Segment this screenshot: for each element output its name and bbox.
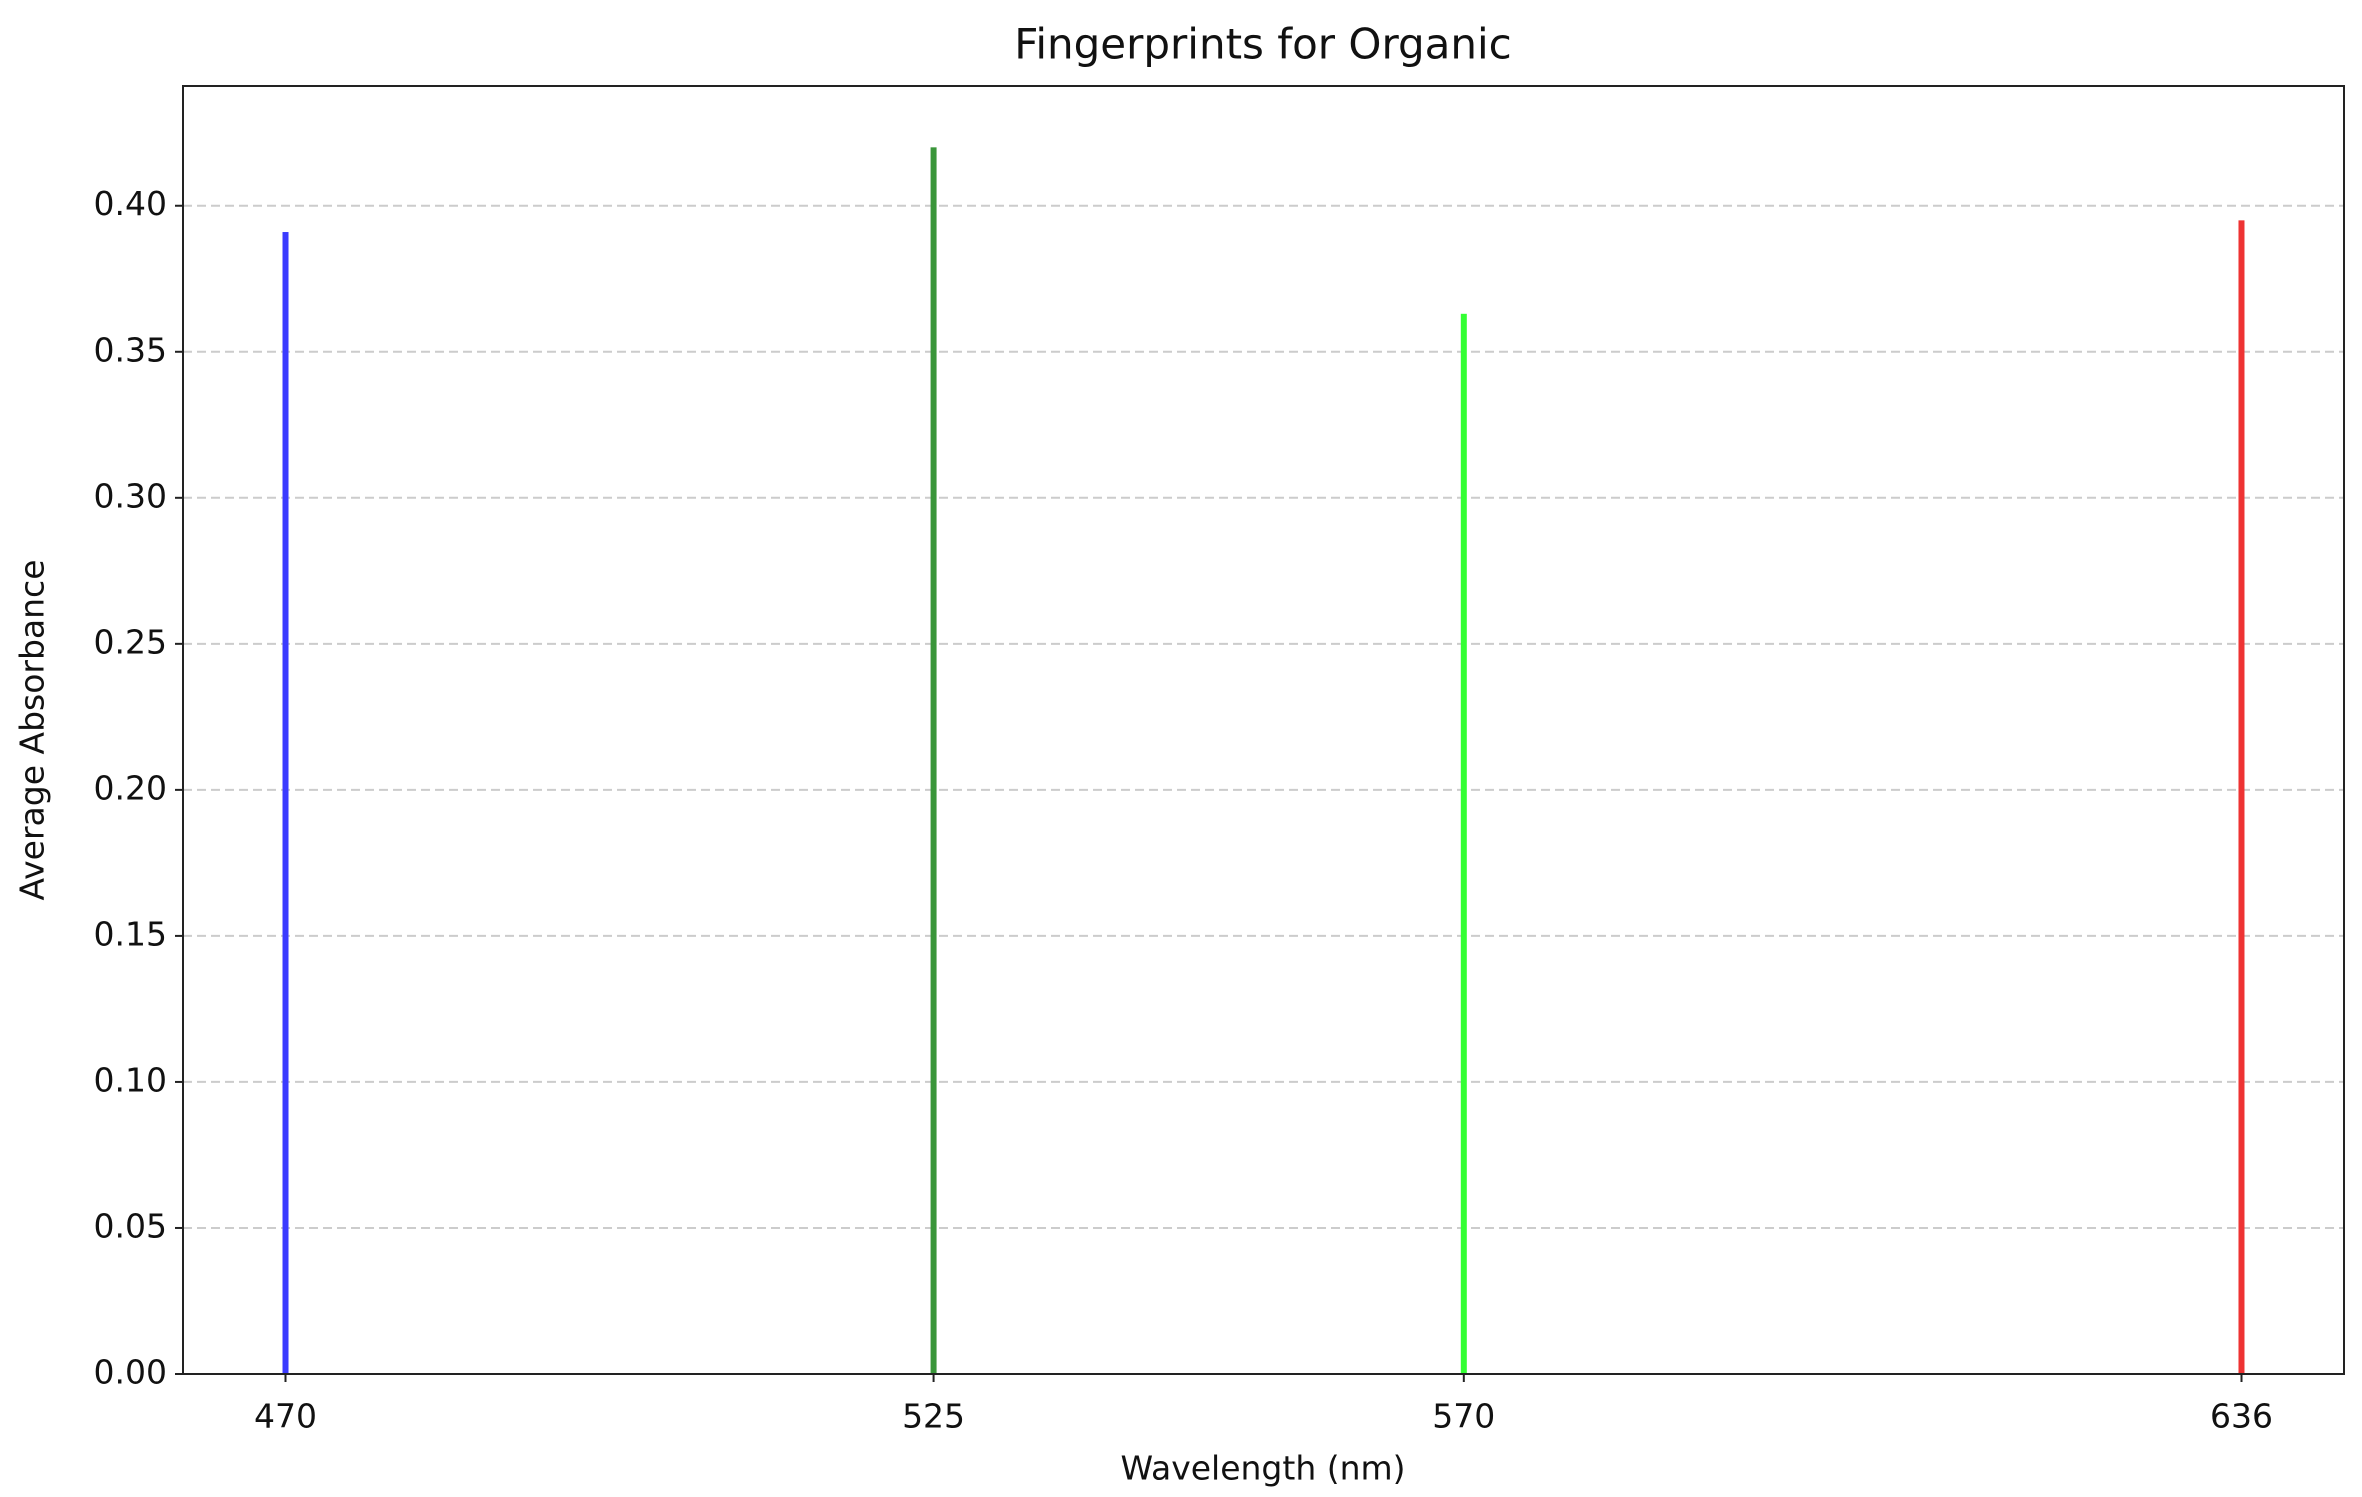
y-tick-label: 0.10 [94,1060,167,1099]
chart-title: Fingerprints for Organic [1014,20,1512,69]
y-tick-label: 0.30 [94,476,167,515]
y-tick-label: 0.20 [94,768,167,807]
y-tick-label: 0.15 [94,914,167,953]
plot-frame [182,85,2345,1375]
y-tick-label: 0.35 [94,330,167,369]
x-tick-label: 525 [902,1397,965,1436]
y-tick-label: 0.40 [94,184,167,223]
bar [282,232,289,1375]
x-tick-label: 470 [254,1397,317,1436]
y-tick-label: 0.05 [94,1206,167,1245]
y-tick-label: 0.25 [94,622,167,661]
y-axis-label: Average Absorbance [13,559,52,900]
x-axis-label: Wavelength (nm) [1120,1449,1405,1488]
bar [930,147,937,1374]
x-tick-label: 636 [2210,1397,2273,1436]
y-tick-label: 0.00 [94,1353,167,1392]
bar [1460,313,1467,1374]
x-tick-label: 570 [1432,1397,1495,1436]
bar [2238,220,2245,1374]
